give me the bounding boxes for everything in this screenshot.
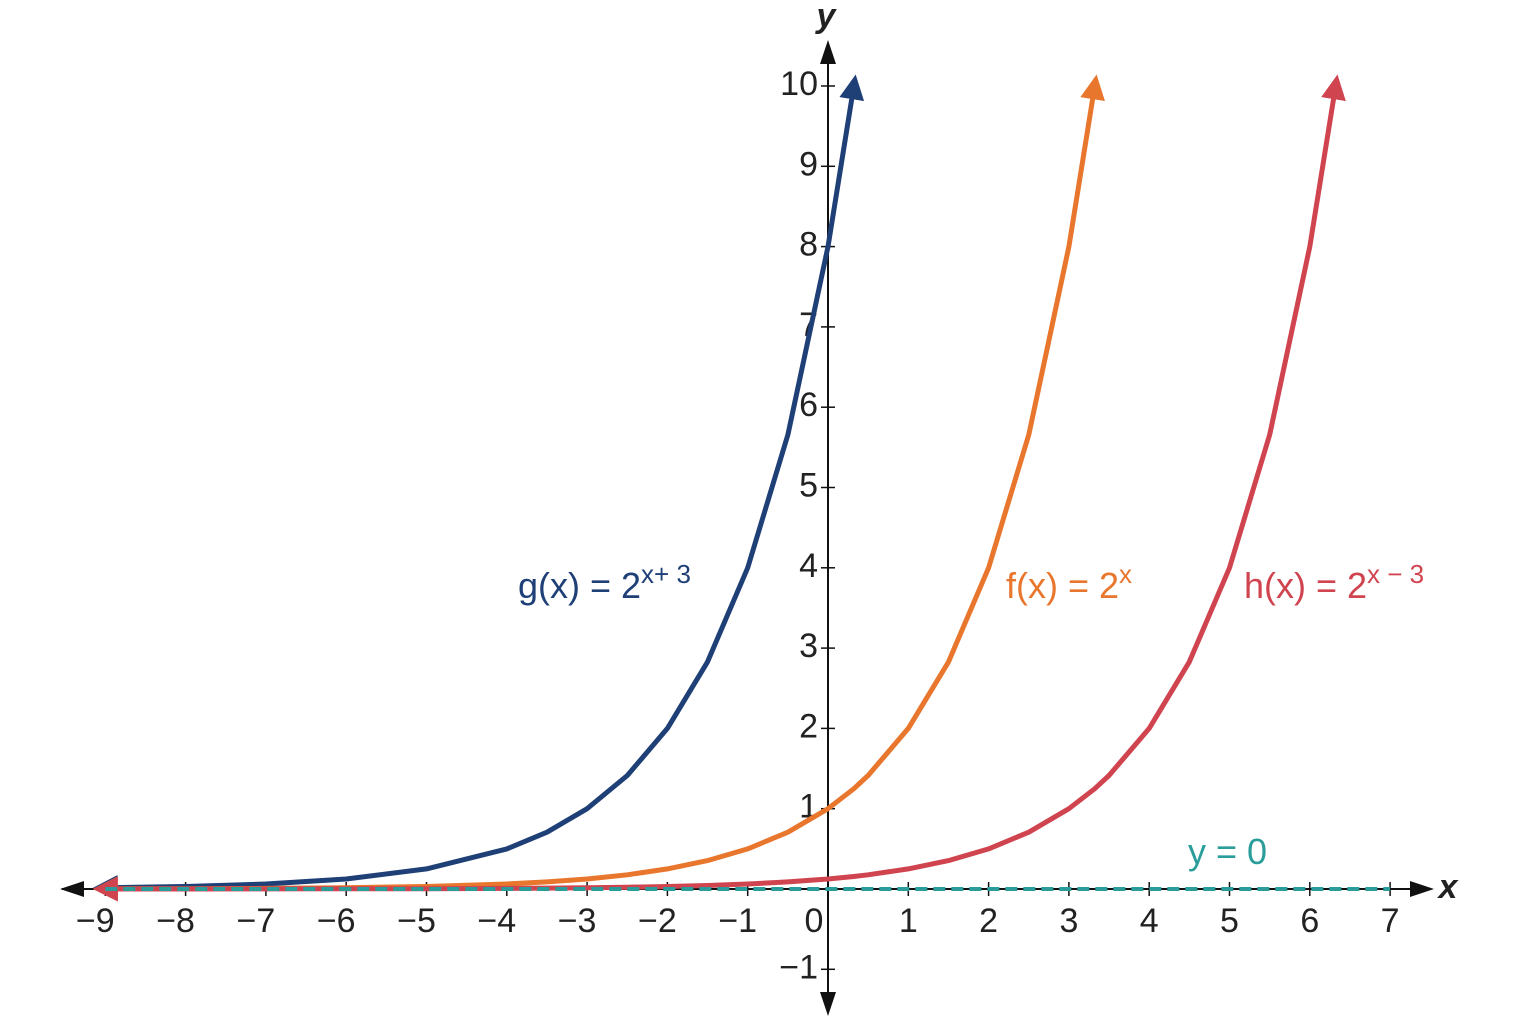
series-line: [92, 74, 1346, 902]
y-tick-label: 10: [780, 65, 818, 103]
y-tick-label: 4: [799, 547, 818, 585]
x-tick-label: −7: [237, 902, 276, 940]
series-line: [92, 74, 865, 901]
y-tick-label: 9: [799, 145, 818, 183]
series-label-sup: x+ 3: [641, 559, 691, 589]
series-label: h(x) = 2x − 3: [1244, 559, 1424, 606]
y-tick-label: −1: [779, 948, 818, 986]
y-tick-label: 3: [799, 627, 818, 665]
series-label-main: h(x) = 2: [1244, 565, 1367, 606]
x-tick-label: 2: [979, 902, 998, 940]
series-label: g(x) = 2x+ 3: [518, 559, 691, 606]
series-label: y = 0: [1188, 831, 1267, 872]
series-label-main: y = 0: [1188, 831, 1267, 872]
series-label-main: g(x) = 2: [518, 565, 641, 606]
x-tick-label: −3: [558, 902, 597, 940]
y-axis-label: y: [815, 0, 838, 35]
x-tick-label: −5: [397, 902, 436, 940]
x-tick-label: −2: [638, 902, 677, 940]
series-label: f(x) = 2x: [1006, 559, 1132, 606]
y-tick-label: 6: [799, 386, 818, 424]
x-tick-label: −8: [156, 902, 195, 940]
x-axis-arrow: [60, 881, 84, 897]
series-label-sup: x: [1119, 559, 1132, 589]
x-axis-arrow: [1410, 881, 1434, 897]
x-tick-label: −9: [76, 902, 115, 940]
x-tick-label: 6: [1300, 902, 1319, 940]
x-tick-label: 0: [805, 902, 824, 940]
x-tick-label: −1: [718, 902, 757, 940]
y-tick-label: 5: [799, 466, 818, 504]
x-tick-label: −6: [317, 902, 356, 940]
y-axis-arrow: [820, 40, 836, 64]
x-tick-label: 4: [1140, 902, 1159, 940]
y-tick-label: 8: [799, 226, 818, 264]
y-axis-arrow: [820, 992, 836, 1016]
x-tick-label: 5: [1220, 902, 1239, 940]
series-label-main: f(x) = 2: [1006, 565, 1119, 606]
x-tick-label: 3: [1059, 902, 1078, 940]
x-tick-label: 7: [1381, 902, 1400, 940]
y-tick-label: 2: [799, 707, 818, 745]
series-line: [92, 74, 1105, 902]
x-tick-label: 1: [899, 902, 918, 940]
x-axis-label: x: [1437, 868, 1460, 906]
series-label-sup: x − 3: [1367, 559, 1424, 589]
x-tick-label: −4: [477, 902, 516, 940]
